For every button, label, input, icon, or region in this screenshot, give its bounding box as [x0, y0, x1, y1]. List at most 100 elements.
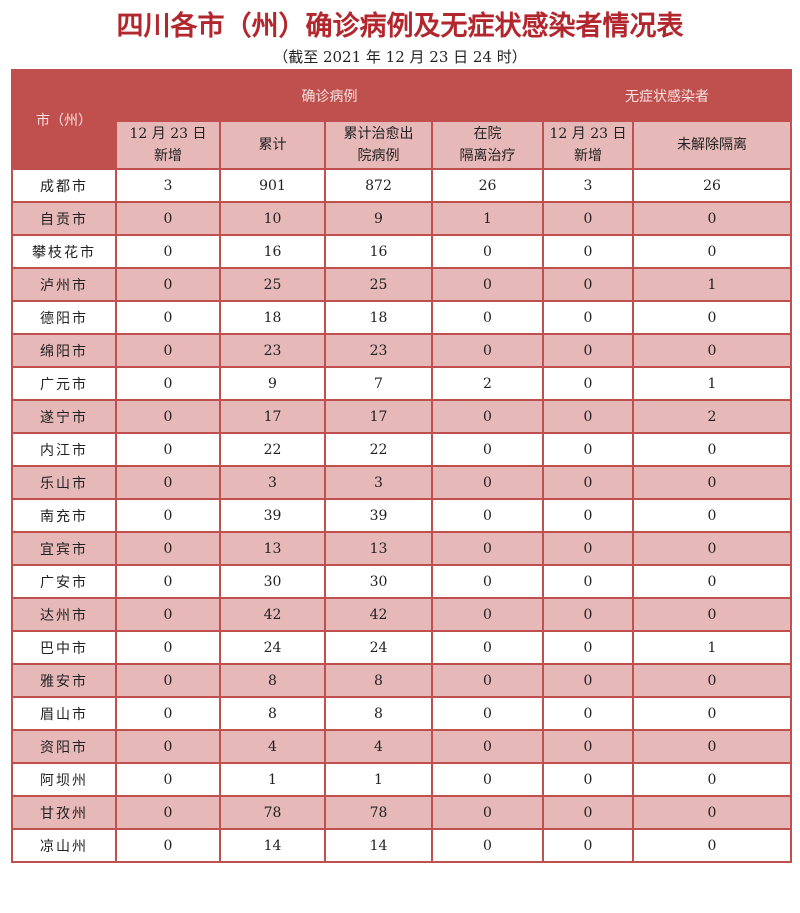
value-cell: 42 — [324, 597, 433, 632]
header-asymptomatic-group: 无症状感染者 — [542, 69, 792, 122]
value-cell: 0 — [115, 564, 221, 599]
value-cell: 0 — [431, 531, 544, 566]
column-header-line: 12 月 23 日 — [129, 126, 207, 142]
value-cell: 2 — [632, 399, 792, 434]
value-cell: 0 — [431, 828, 544, 863]
value-cell: 872 — [324, 168, 433, 203]
value-cell: 0 — [632, 696, 792, 731]
value-cell: 0 — [542, 498, 634, 533]
value-cell: 0 — [542, 399, 634, 434]
value-cell: 0 — [542, 696, 634, 731]
value-cell: 0 — [115, 432, 221, 467]
city-cell: 德阳市 — [11, 300, 117, 335]
value-cell: 24 — [219, 630, 326, 665]
city-cell: 阿坝州 — [11, 762, 117, 797]
value-cell: 0 — [115, 333, 221, 368]
value-cell: 0 — [542, 762, 634, 797]
value-cell: 0 — [542, 828, 634, 863]
value-cell: 0 — [431, 498, 544, 533]
value-cell: 0 — [542, 201, 634, 236]
value-cell: 0 — [632, 762, 792, 797]
value-cell: 0 — [542, 432, 634, 467]
value-cell: 1 — [632, 630, 792, 665]
table-row: 广安市 0 30 30 0 0 0 — [11, 564, 792, 599]
city-cell: 内江市 — [11, 432, 117, 467]
column-header-line: 12 月 23 日 — [549, 126, 627, 142]
value-cell: 18 — [219, 300, 326, 335]
value-cell: 17 — [219, 399, 326, 434]
value-cell: 0 — [542, 630, 634, 665]
value-cell: 25 — [219, 267, 326, 302]
value-cell: 26 — [431, 168, 544, 203]
table-row: 资阳市 0 4 4 0 0 0 — [11, 729, 792, 764]
value-cell: 30 — [219, 564, 326, 599]
value-cell: 0 — [542, 300, 634, 335]
value-cell: 0 — [115, 795, 221, 830]
value-cell: 22 — [219, 432, 326, 467]
column-header: 累计治愈出 院病例 — [324, 120, 433, 170]
header-city: 市（州） — [11, 69, 117, 170]
table-row: 甘孜州 0 78 78 0 0 0 — [11, 795, 792, 830]
value-cell: 0 — [115, 498, 221, 533]
table-row: 阿坝州 0 1 1 0 0 0 — [11, 762, 792, 797]
value-cell: 24 — [324, 630, 433, 665]
city-cell: 遂宁市 — [11, 399, 117, 434]
value-cell: 4 — [219, 729, 326, 764]
value-cell: 0 — [632, 597, 792, 632]
value-cell: 0 — [632, 465, 792, 500]
column-header-line: 在院 — [473, 126, 502, 142]
value-cell: 0 — [115, 597, 221, 632]
value-cell: 1 — [632, 366, 792, 401]
value-cell: 0 — [632, 333, 792, 368]
value-cell: 26 — [632, 168, 792, 203]
cases-table: 市（州） 确诊病例 无症状感染者 12 月 23 日新增 累计 累计治愈出 院病例 在院… — [11, 69, 792, 863]
city-cell: 巴中市 — [11, 630, 117, 665]
table-row: 乐山市 0 3 3 0 0 0 — [11, 465, 792, 500]
value-cell: 0 — [115, 234, 221, 269]
column-header-line: 院病例 — [357, 148, 400, 164]
column-header-line: 隔离治疗 — [459, 148, 516, 164]
value-cell: 0 — [542, 366, 634, 401]
table-row: 自贡市 0 10 9 1 0 0 — [11, 201, 792, 236]
value-cell: 39 — [219, 498, 326, 533]
value-cell: 23 — [219, 333, 326, 368]
city-cell: 自贡市 — [11, 201, 117, 236]
value-cell: 0 — [115, 729, 221, 764]
value-cell: 30 — [324, 564, 433, 599]
city-cell: 甘孜州 — [11, 795, 117, 830]
column-header: 未解除隔离 — [632, 120, 792, 170]
table-row: 宜宾市 0 13 13 0 0 0 — [11, 531, 792, 566]
table-row: 泸州市 0 25 25 0 0 1 — [11, 267, 792, 302]
value-cell: 13 — [324, 531, 433, 566]
table-row: 广元市 0 9 7 2 0 1 — [11, 366, 792, 401]
value-cell: 8 — [324, 696, 433, 731]
page-subtitle: （截至 2021 年 12 月 23 日 24 时） — [273, 48, 527, 66]
value-cell: 0 — [115, 300, 221, 335]
column-header-line: 新增 — [154, 148, 182, 164]
city-cell: 攀枝花市 — [11, 234, 117, 269]
value-cell: 0 — [542, 663, 634, 698]
table-row: 德阳市 0 18 18 0 0 0 — [11, 300, 792, 335]
value-cell: 0 — [431, 300, 544, 335]
table-row: 雅安市 0 8 8 0 0 0 — [11, 663, 792, 698]
value-cell: 0 — [431, 564, 544, 599]
value-cell: 0 — [542, 465, 634, 500]
value-cell: 0 — [542, 234, 634, 269]
value-cell: 25 — [324, 267, 433, 302]
city-cell: 乐山市 — [11, 465, 117, 500]
value-cell: 0 — [115, 366, 221, 401]
column-header: 12 月 23 日新增 — [115, 120, 221, 170]
value-cell: 0 — [115, 696, 221, 731]
value-cell: 9 — [324, 201, 433, 236]
value-cell: 1 — [431, 201, 544, 236]
table-row: 凉山州 0 14 14 0 0 0 — [11, 828, 792, 863]
value-cell: 8 — [219, 696, 326, 731]
value-cell: 0 — [115, 465, 221, 500]
value-cell: 0 — [632, 300, 792, 335]
value-cell: 0 — [431, 597, 544, 632]
table-row: 南充市 0 39 39 0 0 0 — [11, 498, 792, 533]
value-cell: 0 — [542, 333, 634, 368]
value-cell: 0 — [542, 729, 634, 764]
value-cell: 10 — [219, 201, 326, 236]
city-cell: 南充市 — [11, 498, 117, 533]
